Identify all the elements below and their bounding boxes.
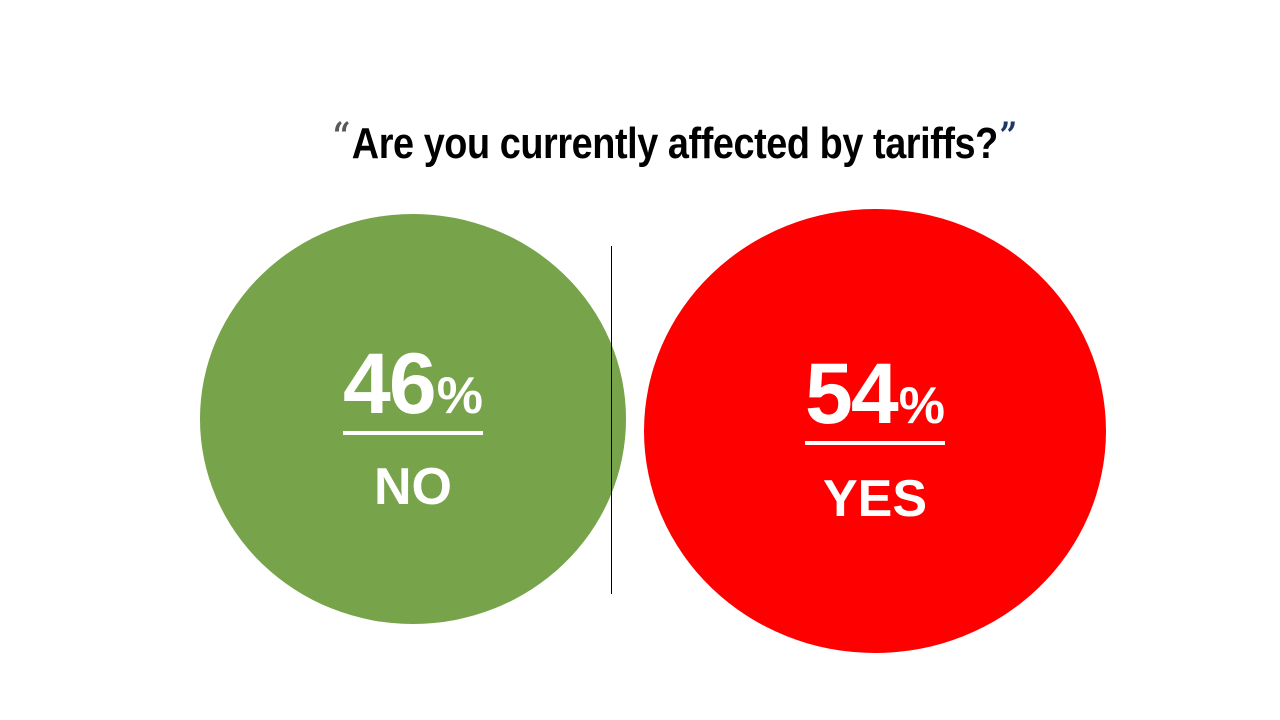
bubble-no: 46% NO — [199, 214, 627, 624]
percent-sign: % — [436, 366, 483, 425]
divider-line — [611, 246, 612, 594]
bubble-yes: 54% YES — [644, 209, 1106, 653]
chart-title: “Are you currently affected by tariffs?” — [0, 118, 1280, 168]
category-label-no: NO — [373, 457, 452, 516]
value-label-yes: 54% — [805, 351, 945, 445]
close-quote-mark: ” — [999, 115, 1018, 157]
open-quote-mark: “ — [332, 115, 351, 157]
value-number-yes: 54 — [805, 346, 899, 442]
value-label-no: 46% — [343, 341, 483, 435]
percent-sign: % — [898, 377, 945, 435]
title-text: Are you currently affected by tariffs? — [351, 119, 999, 168]
category-label-yes: YES — [822, 470, 928, 528]
value-number-no: 46 — [343, 335, 437, 432]
